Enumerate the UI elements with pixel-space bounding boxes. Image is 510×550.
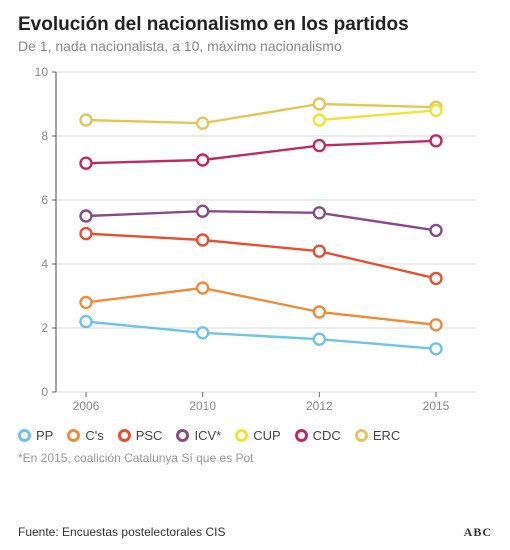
x-tick-label: 2015 [423, 399, 450, 413]
x-tick-label: 2006 [73, 399, 100, 413]
brand-label: ABC [464, 525, 492, 540]
y-tick-label: 0 [41, 385, 48, 399]
legend-dot-icon [18, 429, 31, 442]
legend-dot-icon [176, 429, 189, 442]
series-marker [314, 246, 325, 257]
legend-label: ERC [373, 428, 400, 443]
chart-subtitle: De 1, nada nacionalista, a 10, máximo na… [18, 38, 492, 54]
legend-dot-icon [67, 429, 80, 442]
series-marker [431, 319, 442, 330]
series-line-pp [86, 322, 436, 349]
legend-dot-icon [295, 429, 308, 442]
series-marker [197, 206, 208, 217]
legend-label: PSC [136, 428, 163, 443]
legend-item-cup: CUP [235, 428, 280, 443]
y-tick-label: 6 [41, 193, 48, 207]
series-marker [314, 307, 325, 318]
y-tick-label: 2 [41, 321, 48, 335]
series-line-cup [319, 110, 436, 120]
y-tick-label: 4 [41, 257, 48, 271]
line-chart: 0 2 4 6 8 10 2006 2010 2012 2015 [18, 62, 488, 422]
legend-item-icv: ICV* [176, 428, 221, 443]
legend-label: PP [36, 428, 53, 443]
legend-item-erc: ERC [355, 428, 400, 443]
series-marker [81, 228, 92, 239]
series-marker [431, 105, 442, 116]
series-marker [81, 297, 92, 308]
series-marker [314, 99, 325, 110]
legend-item-cs: C's [67, 428, 103, 443]
series-line-psc [86, 234, 436, 279]
series-marker [431, 273, 442, 284]
chart-title: Evolución del nacionalismo en los partid… [18, 14, 492, 36]
series-marker [81, 158, 92, 169]
series-marker [314, 207, 325, 218]
y-tick-label: 8 [41, 129, 48, 143]
series-marker [81, 211, 92, 222]
source-label: Fuente: Encuestas postelectorales CIS [18, 525, 225, 540]
legend-label: CUP [253, 428, 280, 443]
series-marker [431, 343, 442, 354]
legend-dot-icon [118, 429, 131, 442]
series-marker [81, 316, 92, 327]
series-marker [81, 115, 92, 126]
series-line-cs [86, 288, 436, 325]
series-line-cdc [86, 141, 436, 163]
legend-label: CDC [313, 428, 341, 443]
series-marker [431, 225, 442, 236]
legend-item-psc: PSC [118, 428, 163, 443]
legend-label: ICV* [194, 428, 221, 443]
series-marker [197, 283, 208, 294]
y-tick-label: 10 [35, 65, 49, 79]
series-marker [314, 115, 325, 126]
series-marker [431, 135, 442, 146]
series-marker [314, 140, 325, 151]
series-marker [197, 155, 208, 166]
legend-item-pp: PP [18, 428, 53, 443]
legend-dot-icon [235, 429, 248, 442]
legend-dot-icon [355, 429, 368, 442]
series-marker [197, 118, 208, 129]
series-line-icv [86, 211, 436, 230]
legend-item-cdc: CDC [295, 428, 341, 443]
series-marker [197, 327, 208, 338]
legend-label: C's [85, 428, 103, 443]
footnote: *En 2015, coalición Catalunya Sí que es … [18, 451, 492, 465]
series-marker [197, 235, 208, 246]
x-tick-label: 2012 [306, 399, 333, 413]
legend: PP C's PSC ICV* CUP CDC ERC [18, 428, 492, 443]
x-tick-label: 2010 [189, 399, 216, 413]
series-marker [314, 334, 325, 345]
